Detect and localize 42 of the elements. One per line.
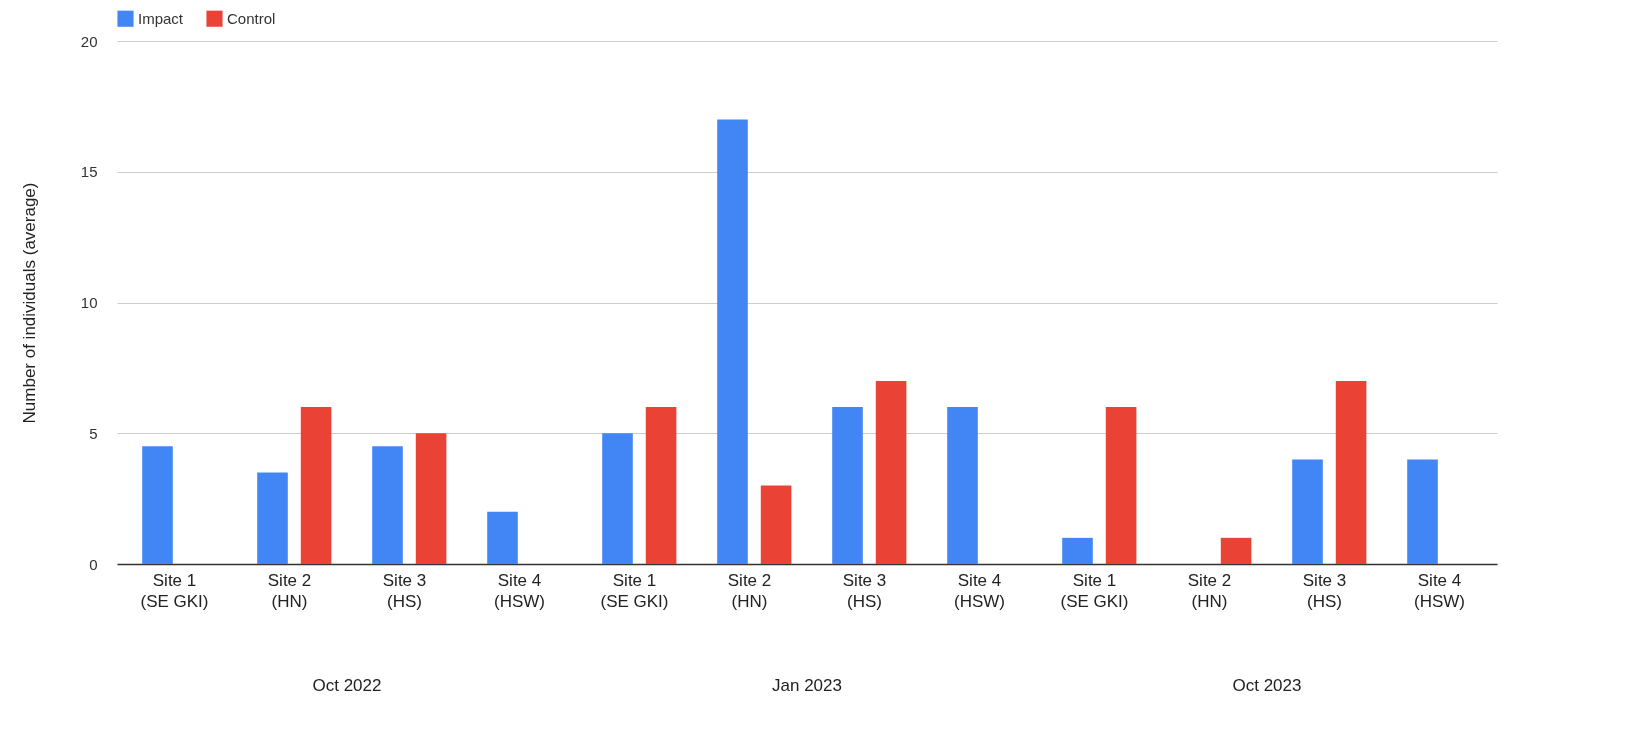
text: Oct 2023	[1232, 676, 1302, 695]
legend-label: Control	[227, 9, 276, 27]
x-tick-label: Site 4 (HSW)	[494, 570, 545, 611]
x-tick-label: Site 4 (HSW)	[1414, 570, 1465, 611]
y-axis-title: Number of individuals (average)	[19, 182, 39, 424]
bar	[832, 407, 863, 564]
y-tick-label: 15	[80, 163, 98, 181]
bar	[142, 446, 173, 564]
bar	[1292, 459, 1323, 564]
bar	[300, 407, 332, 564]
text: Oct 2022	[312, 676, 382, 695]
y-tick-label: 20	[80, 32, 98, 50]
bar	[1220, 537, 1252, 564]
x-tick-label: Site 3 (HS)	[842, 570, 887, 611]
bar	[602, 433, 633, 564]
legend-label: Impact	[138, 9, 184, 27]
bar	[372, 446, 403, 564]
bar	[760, 485, 792, 564]
x-tick-label: Site 1 (SE GKI)	[140, 570, 209, 611]
bar	[1407, 459, 1438, 564]
x-tick-label: Site 1 (SE GKI)	[1060, 570, 1129, 611]
y-tick-label: 5	[89, 424, 98, 442]
x-tick-label: Site 4 (HSW)	[954, 570, 1005, 611]
bar	[717, 119, 748, 564]
x-tick-label: Site 1 (SE GKI)	[600, 570, 669, 611]
bar	[875, 380, 907, 564]
x-tick-label: Site 3 (HS)	[1302, 570, 1347, 611]
bar	[947, 407, 978, 564]
bar	[257, 472, 288, 564]
y-tick-label: 0	[89, 555, 98, 573]
text: Jan 2023	[772, 676, 842, 695]
bar	[1062, 537, 1093, 564]
x-tick-label: Site 2 (HN)	[267, 570, 312, 611]
bar	[487, 511, 518, 564]
x-tick-label: Site 3 (HS)	[382, 570, 427, 611]
bar	[645, 407, 677, 564]
x-tick-label: Site 2 (HN)	[1187, 570, 1232, 611]
y-tick-label: 10	[80, 294, 98, 311]
bar	[415, 433, 447, 564]
bar	[1105, 407, 1137, 564]
bar	[1335, 380, 1367, 564]
x-tick-label: Site 2 (HN)	[727, 570, 772, 611]
